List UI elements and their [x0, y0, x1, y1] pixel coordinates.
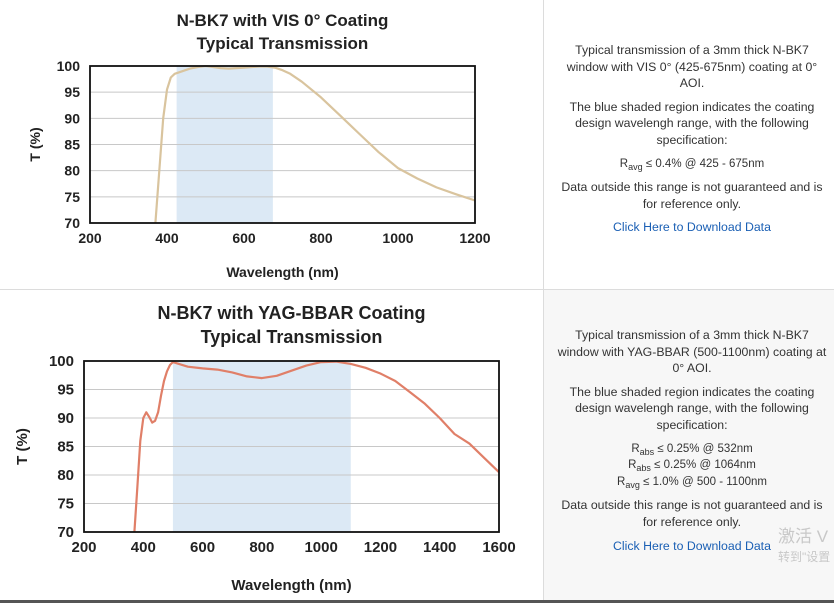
- product-row-yag: N-BK7 with YAG-BBAR Coating Typical Trans…: [0, 290, 834, 600]
- x-tick-label: 400: [131, 539, 156, 556]
- x-tick-label: 600: [190, 539, 215, 556]
- row-divider: [0, 289, 834, 290]
- description-intro: Typical transmission of a 3mm thick N-BK…: [566, 43, 818, 91]
- spec-ravg: Ravg ≤ 1.0% @ 500 - 1100nm: [617, 475, 767, 490]
- description-intro: Typical transmission of a 3mm thick N-BK…: [557, 328, 827, 376]
- plot-frame: [83, 360, 500, 533]
- chart-subtitle: Typical Transmission: [201, 327, 383, 347]
- transmission-chart-yag: N-BK7 with YAG-BBAR Coating Typical Trans…: [14, 303, 516, 594]
- y-tick-label: 90: [64, 110, 80, 126]
- x-tick-label: 200: [78, 230, 102, 246]
- activation-watermark-line2: 转到"设置: [778, 550, 831, 564]
- activation-watermark-line1: 激活 V: [778, 527, 829, 546]
- description-cell-yag: [543, 290, 834, 600]
- x-tick-label: 1200: [459, 230, 490, 246]
- y-tick-label: 80: [57, 467, 74, 484]
- description-disclaimer: Data outside this range is not guarantee…: [561, 180, 823, 211]
- transmission-series-line: [133, 360, 499, 532]
- x-tick-label: 1200: [364, 539, 397, 556]
- chart-cell-yag: N-BK7 with YAG-BBAR Coating Typical Trans…: [0, 290, 543, 600]
- transmission-chart-vis: N-BK7 with VIS 0° Coating Typical Transmi…: [27, 11, 491, 280]
- chart-title: N-BK7 with YAG-BBAR Coating: [157, 303, 425, 323]
- x-tick-label: 600: [232, 230, 256, 246]
- specification-list: Rabs ≤ 0.25% @ 532nm Rabs ≤ 0.25% @ 1064…: [556, 441, 828, 491]
- x-tick-label: 200: [71, 539, 96, 556]
- y-tick-label: 80: [64, 163, 80, 179]
- y-axis-label: T (%): [27, 127, 43, 161]
- description-yag: Typical transmission of a 3mm thick N-BK…: [556, 327, 828, 554]
- spec-rabs-532: Rabs ≤ 0.25% @ 532nm: [631, 442, 753, 457]
- x-tick-label: 800: [309, 230, 333, 246]
- x-tick-label: 1400: [423, 539, 456, 556]
- description-shading-note: The blue shaded region indicates the coa…: [569, 99, 815, 147]
- description-shading-note: The blue shaded region indicates the coa…: [569, 384, 815, 432]
- description-disclaimer: Data outside this range is not guarantee…: [561, 498, 823, 529]
- y-tick-label: 100: [49, 353, 74, 370]
- x-tick-label: 1000: [304, 539, 337, 556]
- plot-frame: [89, 65, 476, 224]
- x-axis-label: Wavelength (nm): [231, 577, 351, 594]
- transmission-series-line: [154, 65, 475, 223]
- x-tick-label: 800: [249, 539, 274, 556]
- bottom-border: [0, 600, 834, 603]
- y-tick-label: 75: [64, 189, 80, 205]
- x-tick-label: 400: [155, 230, 179, 246]
- chart-title: N-BK7 with VIS 0° Coating: [177, 11, 389, 30]
- y-tick-label: 90: [57, 410, 74, 427]
- x-tick-label: 1600: [482, 539, 515, 556]
- y-tick-label: 70: [64, 215, 80, 231]
- description-cell-vis: [543, 0, 834, 290]
- download-data-link[interactable]: Click Here to Download Data: [613, 538, 771, 553]
- y-tick-label: 70: [57, 524, 74, 541]
- spec-ravg: Ravg ≤ 0.4% @ 425 - 675nm: [619, 157, 765, 172]
- y-tick-label: 85: [64, 137, 80, 153]
- x-tick-label: 1000: [382, 230, 413, 246]
- product-row-vis: N-BK7 with VIS 0° Coating Typical Transmi…: [0, 0, 834, 290]
- x-axis-label: Wavelength (nm): [226, 264, 338, 280]
- y-tick-label: 85: [57, 439, 74, 456]
- download-data-link[interactable]: Click Here to Download Data: [613, 220, 771, 235]
- y-axis-label: T (%): [14, 428, 31, 465]
- y-tick-label: 75: [57, 496, 74, 513]
- chart-cell-vis: N-BK7 with VIS 0° Coating Typical Transmi…: [0, 0, 543, 290]
- spec-rabs-1064: Rabs ≤ 0.25% @ 1064nm: [628, 459, 756, 474]
- y-tick-label: 95: [64, 84, 80, 100]
- y-tick-label: 100: [57, 58, 81, 74]
- chart-subtitle: Typical Transmission: [197, 34, 369, 53]
- specification-list: Ravg ≤ 0.4% @ 425 - 675nm: [556, 156, 828, 173]
- y-tick-label: 95: [57, 382, 74, 399]
- description-vis: Typical transmission of a 3mm thick N-BK…: [556, 42, 828, 236]
